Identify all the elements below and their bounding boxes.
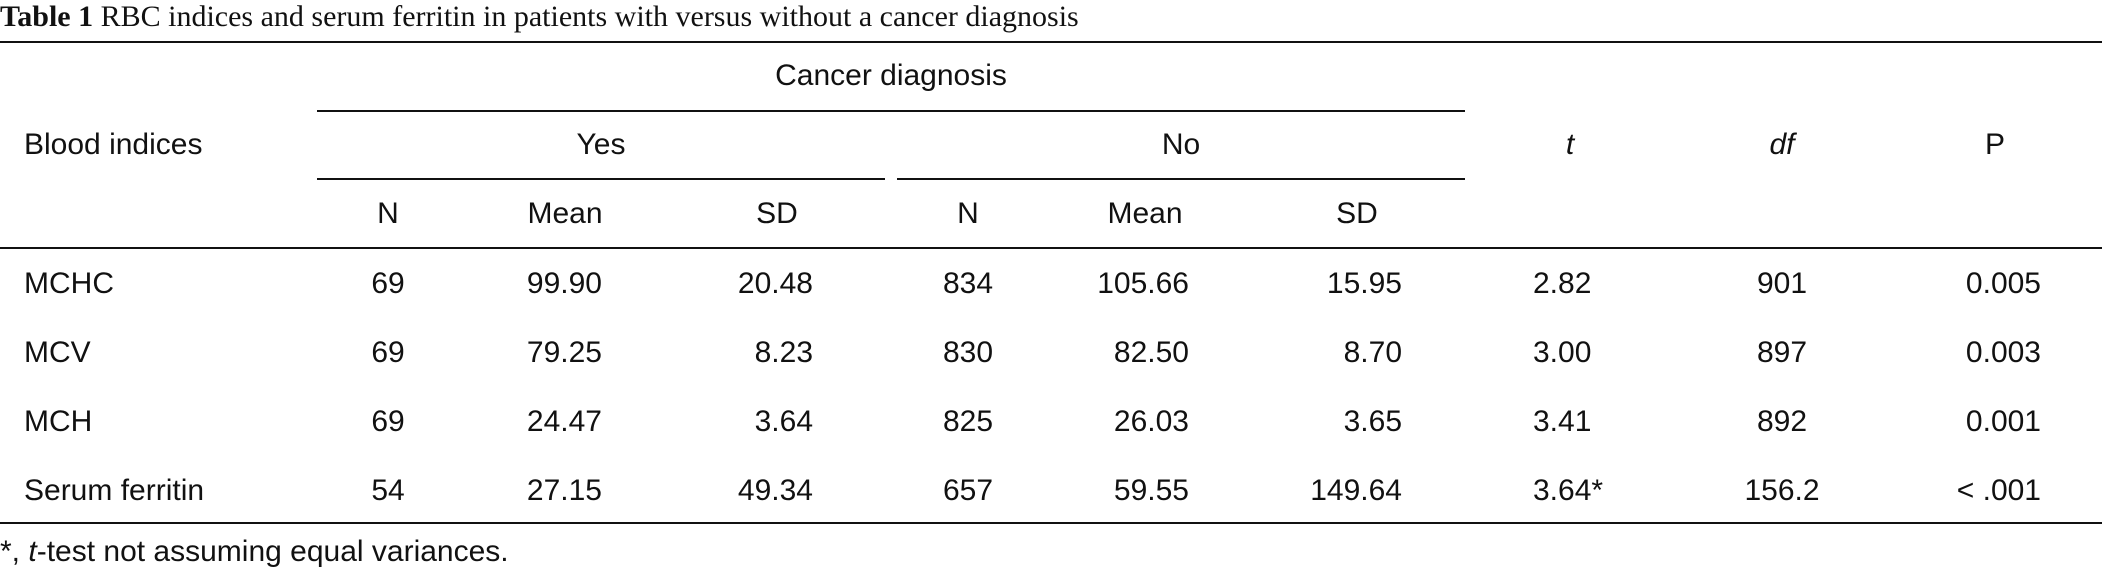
cell-yes-n: 69: [371, 267, 405, 300]
cell-yes-sd: 3.64: [754, 405, 813, 438]
cell-p: < .001: [1956, 474, 2041, 507]
cell-yes-n: 69: [371, 405, 405, 438]
header-cancer-diagnosis: Cancer diagnosis: [775, 59, 1007, 92]
cell-t: 3.64*: [1533, 474, 1604, 507]
cell-t: 3.41: [1533, 405, 1592, 438]
header-no-n: N: [957, 197, 979, 230]
cell-no-sd: 15.95: [1326, 267, 1402, 300]
yes-group-rule: [317, 178, 885, 180]
cell-p: 0.003: [1965, 336, 2041, 369]
cell-yes-sd: 49.34: [737, 474, 813, 507]
cell-yes-n: 54: [371, 474, 405, 507]
header-df: df: [1769, 128, 1795, 161]
cell-no-n: 830: [942, 336, 994, 369]
header-no: No: [1161, 128, 1201, 161]
header-yes-mean: Mean: [527, 197, 603, 230]
table-caption-text: RBC indices and serum ferritin in patien…: [100, 0, 1079, 33]
cell-no-n: 834: [942, 267, 994, 300]
footnote-text: -test not assuming equal variances.: [36, 535, 509, 568]
table-caption-label: Table 1: [0, 0, 94, 33]
cell-p: 0.005: [1965, 267, 2041, 300]
cell-no-sd: 149.64: [1310, 474, 1402, 507]
table-footnote: *, t-test not assuming equal variances.: [0, 534, 509, 570]
cell-yes-sd: 8.23: [754, 336, 813, 369]
footnote-italic-t: t: [28, 535, 37, 568]
header-yes-sd: SD: [756, 197, 798, 230]
cell-t: 2.82: [1533, 267, 1592, 300]
cell-no-mean: 82.50: [1113, 336, 1189, 369]
cell-no-mean: 105.66: [1097, 267, 1189, 300]
cell-p: 0.001: [1965, 405, 2041, 438]
cell-no-sd: 3.65: [1343, 405, 1402, 438]
header-blood-indices: Blood indices: [24, 128, 203, 161]
cell-no-mean: 59.55: [1113, 474, 1189, 507]
cell-no-n: 825: [942, 405, 994, 438]
no-group-rule: [897, 178, 1465, 180]
cell-no-n: 657: [942, 474, 994, 507]
bottom-rule: [0, 522, 2102, 524]
cell-t: 3.00: [1533, 336, 1592, 369]
header-t: t: [1565, 128, 1575, 161]
cell-yes-mean: 24.47: [526, 405, 602, 438]
header-yes-n: N: [377, 197, 399, 230]
cell-df: 892: [1756, 405, 1808, 438]
cell-df: 156.2: [1744, 474, 1820, 507]
table-caption: Table 1 RBC indices and serum ferritin i…: [0, 0, 1079, 40]
cell-df: 901: [1756, 267, 1808, 300]
header-yes: Yes: [576, 128, 626, 161]
cell-yes-mean: 79.25: [526, 336, 602, 369]
cancer-diagnosis-rule: [317, 110, 1465, 112]
cell-yes-mean: 27.15: [526, 474, 602, 507]
cell-yes-n: 69: [371, 336, 405, 369]
cell-yes-sd: 20.48: [737, 267, 813, 300]
row-label: MCHC: [24, 267, 114, 300]
cell-yes-mean: 99.90: [526, 267, 602, 300]
row-label: Serum ferritin: [24, 474, 205, 507]
cell-no-mean: 26.03: [1113, 405, 1189, 438]
header-no-sd: SD: [1336, 197, 1378, 230]
header-rule: [0, 247, 2102, 249]
header-no-mean: Mean: [1107, 197, 1183, 230]
header-p: P: [1984, 128, 2006, 161]
cell-df: 897: [1756, 336, 1808, 369]
cell-no-sd: 8.70: [1343, 336, 1402, 369]
top-rule: [0, 41, 2102, 43]
row-label: MCH: [24, 405, 93, 438]
footnote-prefix: *,: [0, 535, 29, 568]
row-label: MCV: [24, 336, 91, 369]
